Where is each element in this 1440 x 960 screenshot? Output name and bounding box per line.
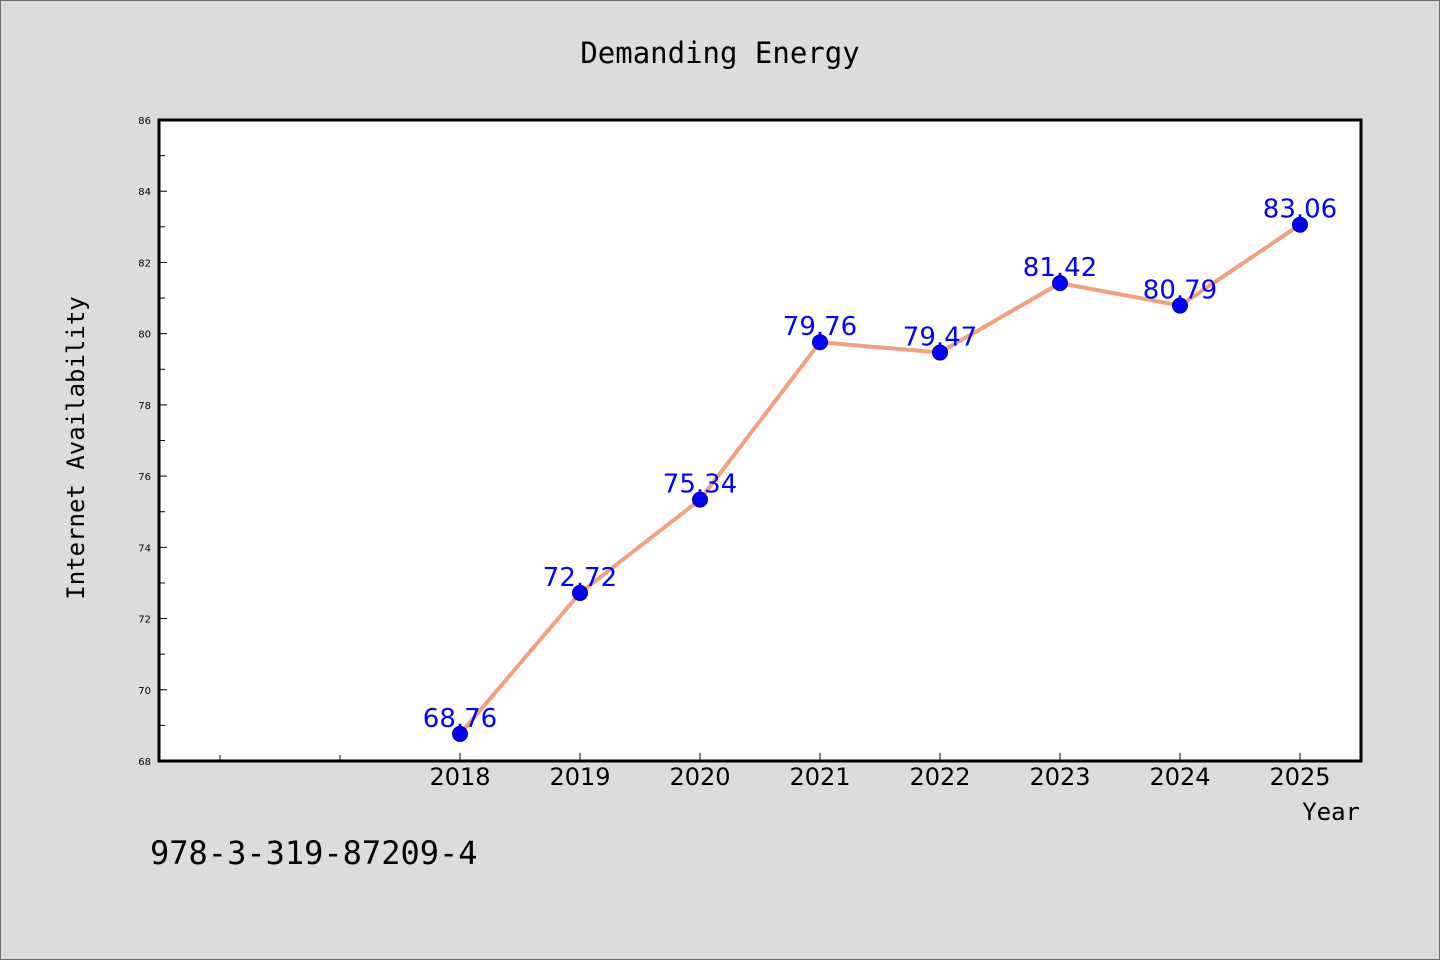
data-point xyxy=(812,334,828,351)
data-label: 79.47 xyxy=(903,323,977,353)
isbn-text: 978-3-319-87209-4 xyxy=(150,834,478,872)
y-axis-label: Internet Availability xyxy=(62,296,90,599)
series-group: 68.76 72.72 75.34 79.76 79.47 81.42 80.79 83.06 xyxy=(423,195,1337,742)
x-tick-label: 2019 xyxy=(549,763,610,791)
data-label: 75.34 xyxy=(663,470,737,500)
data-label: 83.06 xyxy=(1263,195,1337,225)
y-tick-label: 70 xyxy=(138,686,151,697)
y-tick-label: 76 xyxy=(138,472,151,483)
y-tick-label: 82 xyxy=(138,258,151,269)
data-point xyxy=(692,491,708,508)
y-tick-label: 72 xyxy=(138,615,151,626)
x-axis: 2018 2019 2020 2021 2022 2023 2024 2025 xyxy=(219,753,1331,791)
x-tick-label: 2021 xyxy=(789,763,850,791)
x-tick-label: 2020 xyxy=(669,763,730,791)
plot-border xyxy=(157,118,1363,763)
x-tick-label: 2018 xyxy=(429,763,490,791)
chart-title: Demanding Energy xyxy=(580,36,859,70)
x-tick-label: 2022 xyxy=(909,763,970,791)
y-tick-label: 84 xyxy=(138,187,151,198)
data-label: 81.42 xyxy=(1023,253,1097,283)
data-label: 72.72 xyxy=(543,563,617,593)
x-tick-label: 2024 xyxy=(1149,763,1210,791)
data-point xyxy=(1052,275,1068,292)
data-point xyxy=(1172,297,1188,314)
data-point xyxy=(932,344,948,361)
data-point xyxy=(572,584,588,601)
y-tick-label: 78 xyxy=(138,401,151,412)
plot-area xyxy=(159,120,1361,761)
y-tick-label: 86 xyxy=(138,116,151,127)
y-tick-label: 80 xyxy=(138,330,151,341)
data-label: 68.76 xyxy=(423,704,497,734)
x-tick-label: 2025 xyxy=(1269,763,1330,791)
y-tick-label: 74 xyxy=(138,543,151,554)
x-axis-label: Year xyxy=(1302,798,1360,826)
data-point xyxy=(452,725,468,742)
x-tick-label: 2023 xyxy=(1029,763,1090,791)
data-point xyxy=(1292,216,1308,233)
series-line xyxy=(458,222,1302,736)
data-label: 80.79 xyxy=(1143,276,1217,306)
y-tick-label: 68 xyxy=(138,757,151,768)
data-label: 79.76 xyxy=(783,312,857,342)
